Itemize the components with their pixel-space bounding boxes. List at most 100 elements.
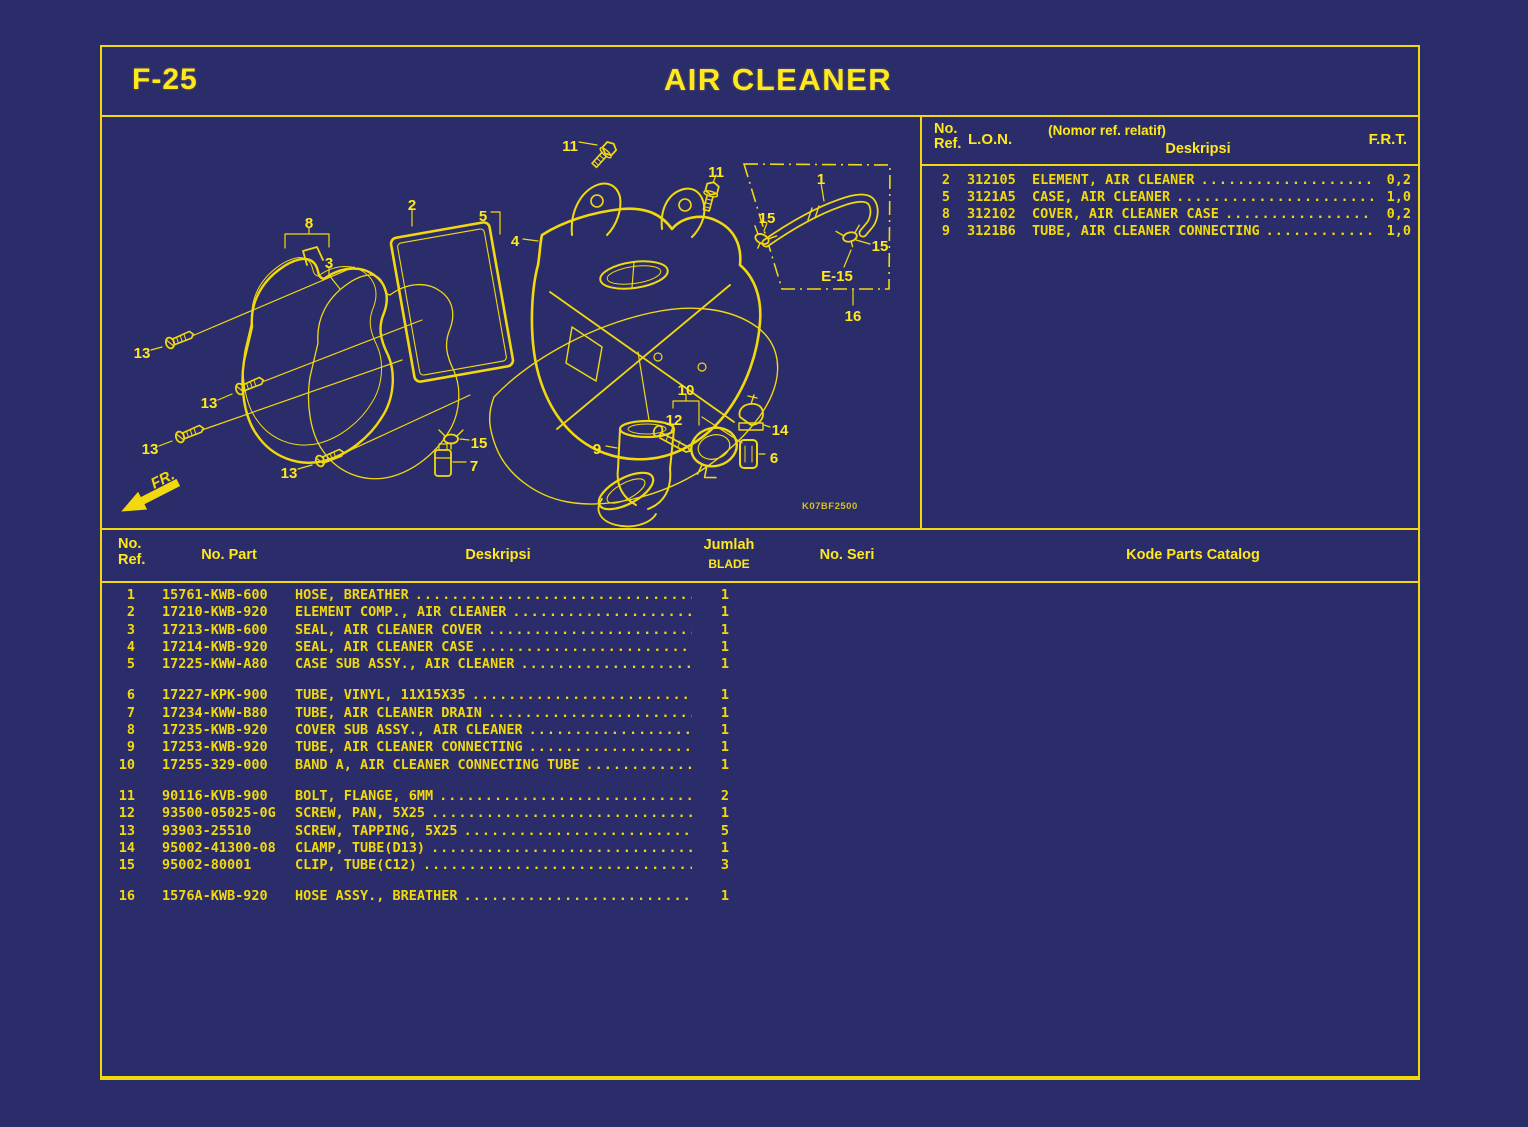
diagram-code: K07BF2500 — [802, 501, 858, 512]
part-description: ELEMENT COMP., AIR CLEANER — [295, 604, 507, 621]
col-note: (Nomor ref. relatif) — [1048, 123, 1166, 138]
frt-value: 0,2 — [1386, 206, 1411, 222]
description-cell: COVER SUB ASSY., AIR CLEANER — [295, 722, 692, 739]
description-cell: HOSE ASSY., BREATHER — [295, 888, 692, 905]
quantity-value: 1 — [720, 587, 730, 603]
part-number: 17225-KWW-A80 — [162, 656, 268, 673]
title-bar: F-25 AIR CLEANER — [102, 47, 1418, 117]
part-number: 1576A-KWB-920 — [162, 888, 268, 905]
part-description: HOSE, BREATHER — [295, 587, 409, 603]
section-code: F-25 — [132, 63, 198, 96]
dot-leader — [466, 687, 692, 704]
part-description: TUBE, AIR CLEANER CONNECTING — [295, 739, 523, 756]
description-cell: SEAL, AIR CLEANER COVER — [295, 622, 692, 639]
diagram-callout: 15 — [872, 238, 889, 255]
col-frt: F.R.T. — [1368, 131, 1407, 148]
bolt-11-icon — [698, 179, 722, 213]
ref-number: 3 — [126, 621, 135, 638]
parts-table-header: No. Ref. No. Part Deskripsi Jumlah BLADE… — [102, 528, 1418, 583]
description-cell: TUBE, AIR CLEANER CONNECTING — [1032, 223, 1373, 240]
parts-row-group: 6 17227-KPK-900 TUBE, VINYL, 11X15X35 1 7 172… — [102, 687, 1418, 773]
dot-leader — [523, 722, 692, 739]
ref-number: 8 — [126, 722, 135, 739]
description-cell: BOLT, FLANGE, 6MM — [295, 788, 692, 805]
catalog-page-frame: F-25 AIR CLEANER — [100, 45, 1420, 1080]
col-blade: BLADE — [708, 557, 750, 571]
description-cell: COVER, AIR CLEANER CASE — [1032, 206, 1373, 223]
dot-leader — [417, 857, 692, 874]
parts-table-row: 16 1576A-KWB-920 HOSE ASSY., BREATHER 1 — [102, 888, 1418, 905]
ref-number: 1 — [126, 587, 135, 603]
parts-table-row: 10 17255-329-000 BAND A, AIR CLEANER CONNE… — [102, 757, 1418, 774]
dot-leader — [1219, 206, 1373, 223]
fr-direction-arrow: FR. — [121, 466, 181, 512]
part-number: 95002-41300-08 — [162, 839, 276, 856]
description-cell: ELEMENT, AIR CLEANER — [1032, 172, 1373, 189]
leader-lines — [150, 141, 871, 470]
parts-table-row: 14 95002-41300-08 CLAMP, TUBE(D13) 1 — [102, 840, 1418, 857]
lon-code: 312105 — [967, 172, 1016, 188]
reference-table-row: 9 3121B6 TUBE, AIR CLEANER CONNECTING 1,0 — [922, 223, 1420, 240]
ref-number: 4 — [126, 638, 135, 655]
description-cell: BAND A, AIR CLEANER CONNECTING TUBE — [295, 757, 692, 774]
parts-table-row: 2 17210-KWB-920 ELEMENT COMP., AIR CLEANER… — [102, 604, 1418, 621]
seal-3-shape — [307, 274, 460, 480]
ref-number: 2 — [126, 604, 135, 621]
description-cell: CASE SUB ASSY., AIR CLEANER — [295, 656, 692, 673]
connecting-tube-9-shape — [597, 419, 676, 528]
diagram-callout: 15 — [471, 435, 488, 452]
ref-number: 8 — [941, 206, 950, 222]
lon-code: 3121A5 — [967, 189, 1016, 205]
diagram-callout: 11 — [562, 138, 578, 155]
part-description: COVER SUB ASSY., AIR CLEANER — [295, 722, 523, 739]
ref-number: 14 — [118, 839, 135, 856]
dot-leader — [506, 604, 692, 621]
quantity-value: 1 — [720, 638, 730, 655]
part-description: COVER, AIR CLEANER CASE — [1032, 206, 1219, 222]
parts-table-row: 8 17235-KWB-920 COVER SUB ASSY., AIR CLEAN… — [102, 722, 1418, 739]
reference-table-header: No. Ref. L.O.N. (Nomor ref. relatif) Des… — [922, 117, 1420, 166]
ref-number: 7 — [126, 704, 135, 721]
quantity-value: 1 — [720, 805, 730, 822]
drain-tube-7-shape — [434, 443, 452, 477]
dot-leader — [458, 823, 692, 840]
reference-table: No. Ref. L.O.N. (Nomor ref. relatif) Des… — [920, 117, 1420, 528]
part-number: 95002-80001 — [162, 857, 252, 874]
exploded-diagram: FR. K07BF2500 11 11 2 8 3 5 4 1 15 15 E-15 16 13 13 13… — [102, 117, 920, 528]
frt-value: 1,0 — [1386, 189, 1411, 205]
part-number: 17214-KWB-920 — [162, 638, 268, 655]
part-number: 93903-25510 — [162, 822, 252, 839]
screw-13-icon — [163, 329, 197, 351]
reference-table-row: 2 312105 ELEMENT, AIR CLEANER 0,2 — [922, 172, 1420, 189]
dot-leader — [433, 788, 692, 805]
band-10-shape — [690, 426, 738, 479]
quantity-value: 1 — [720, 839, 730, 856]
description-cell: CLIP, TUBE(C12) — [295, 857, 692, 874]
diagram-callout: 13 — [134, 345, 151, 362]
diagram-callout: 6 — [770, 450, 778, 467]
quantity-value: 1 — [720, 604, 730, 621]
breather-hose-1-shape — [761, 193, 879, 248]
seal-4-shape — [489, 307, 779, 505]
col-deskripsi: Deskripsi — [1165, 141, 1231, 157]
dot-leader — [409, 587, 692, 604]
dot-leader — [425, 840, 692, 857]
description-cell: ELEMENT COMP., AIR CLEANER — [295, 604, 692, 621]
diagram-callout: 9 — [593, 441, 601, 458]
ref-number: 13 — [118, 822, 135, 839]
cover-8-shape — [241, 246, 394, 464]
diagram-callout: 3 — [325, 255, 333, 272]
part-number: 15761-KWB-600 — [162, 587, 268, 603]
quantity-value: 1 — [720, 656, 730, 673]
diagram-callout: 2 — [408, 197, 416, 214]
parts-table-row: 9 17253-KWB-920 TUBE, AIR CLEANER CONNECTI… — [102, 739, 1418, 756]
part-number: 17235-KWB-920 — [162, 722, 268, 739]
description-cell: TUBE, AIR CLEANER CONNECTING — [295, 739, 692, 756]
ref-number: 10 — [118, 756, 135, 773]
diagram-callout: 7 — [470, 458, 478, 475]
description-cell: CLAMP, TUBE(D13) — [295, 840, 692, 857]
screw-12-shape — [652, 424, 691, 453]
col-jumlah: Jumlah — [703, 537, 755, 553]
